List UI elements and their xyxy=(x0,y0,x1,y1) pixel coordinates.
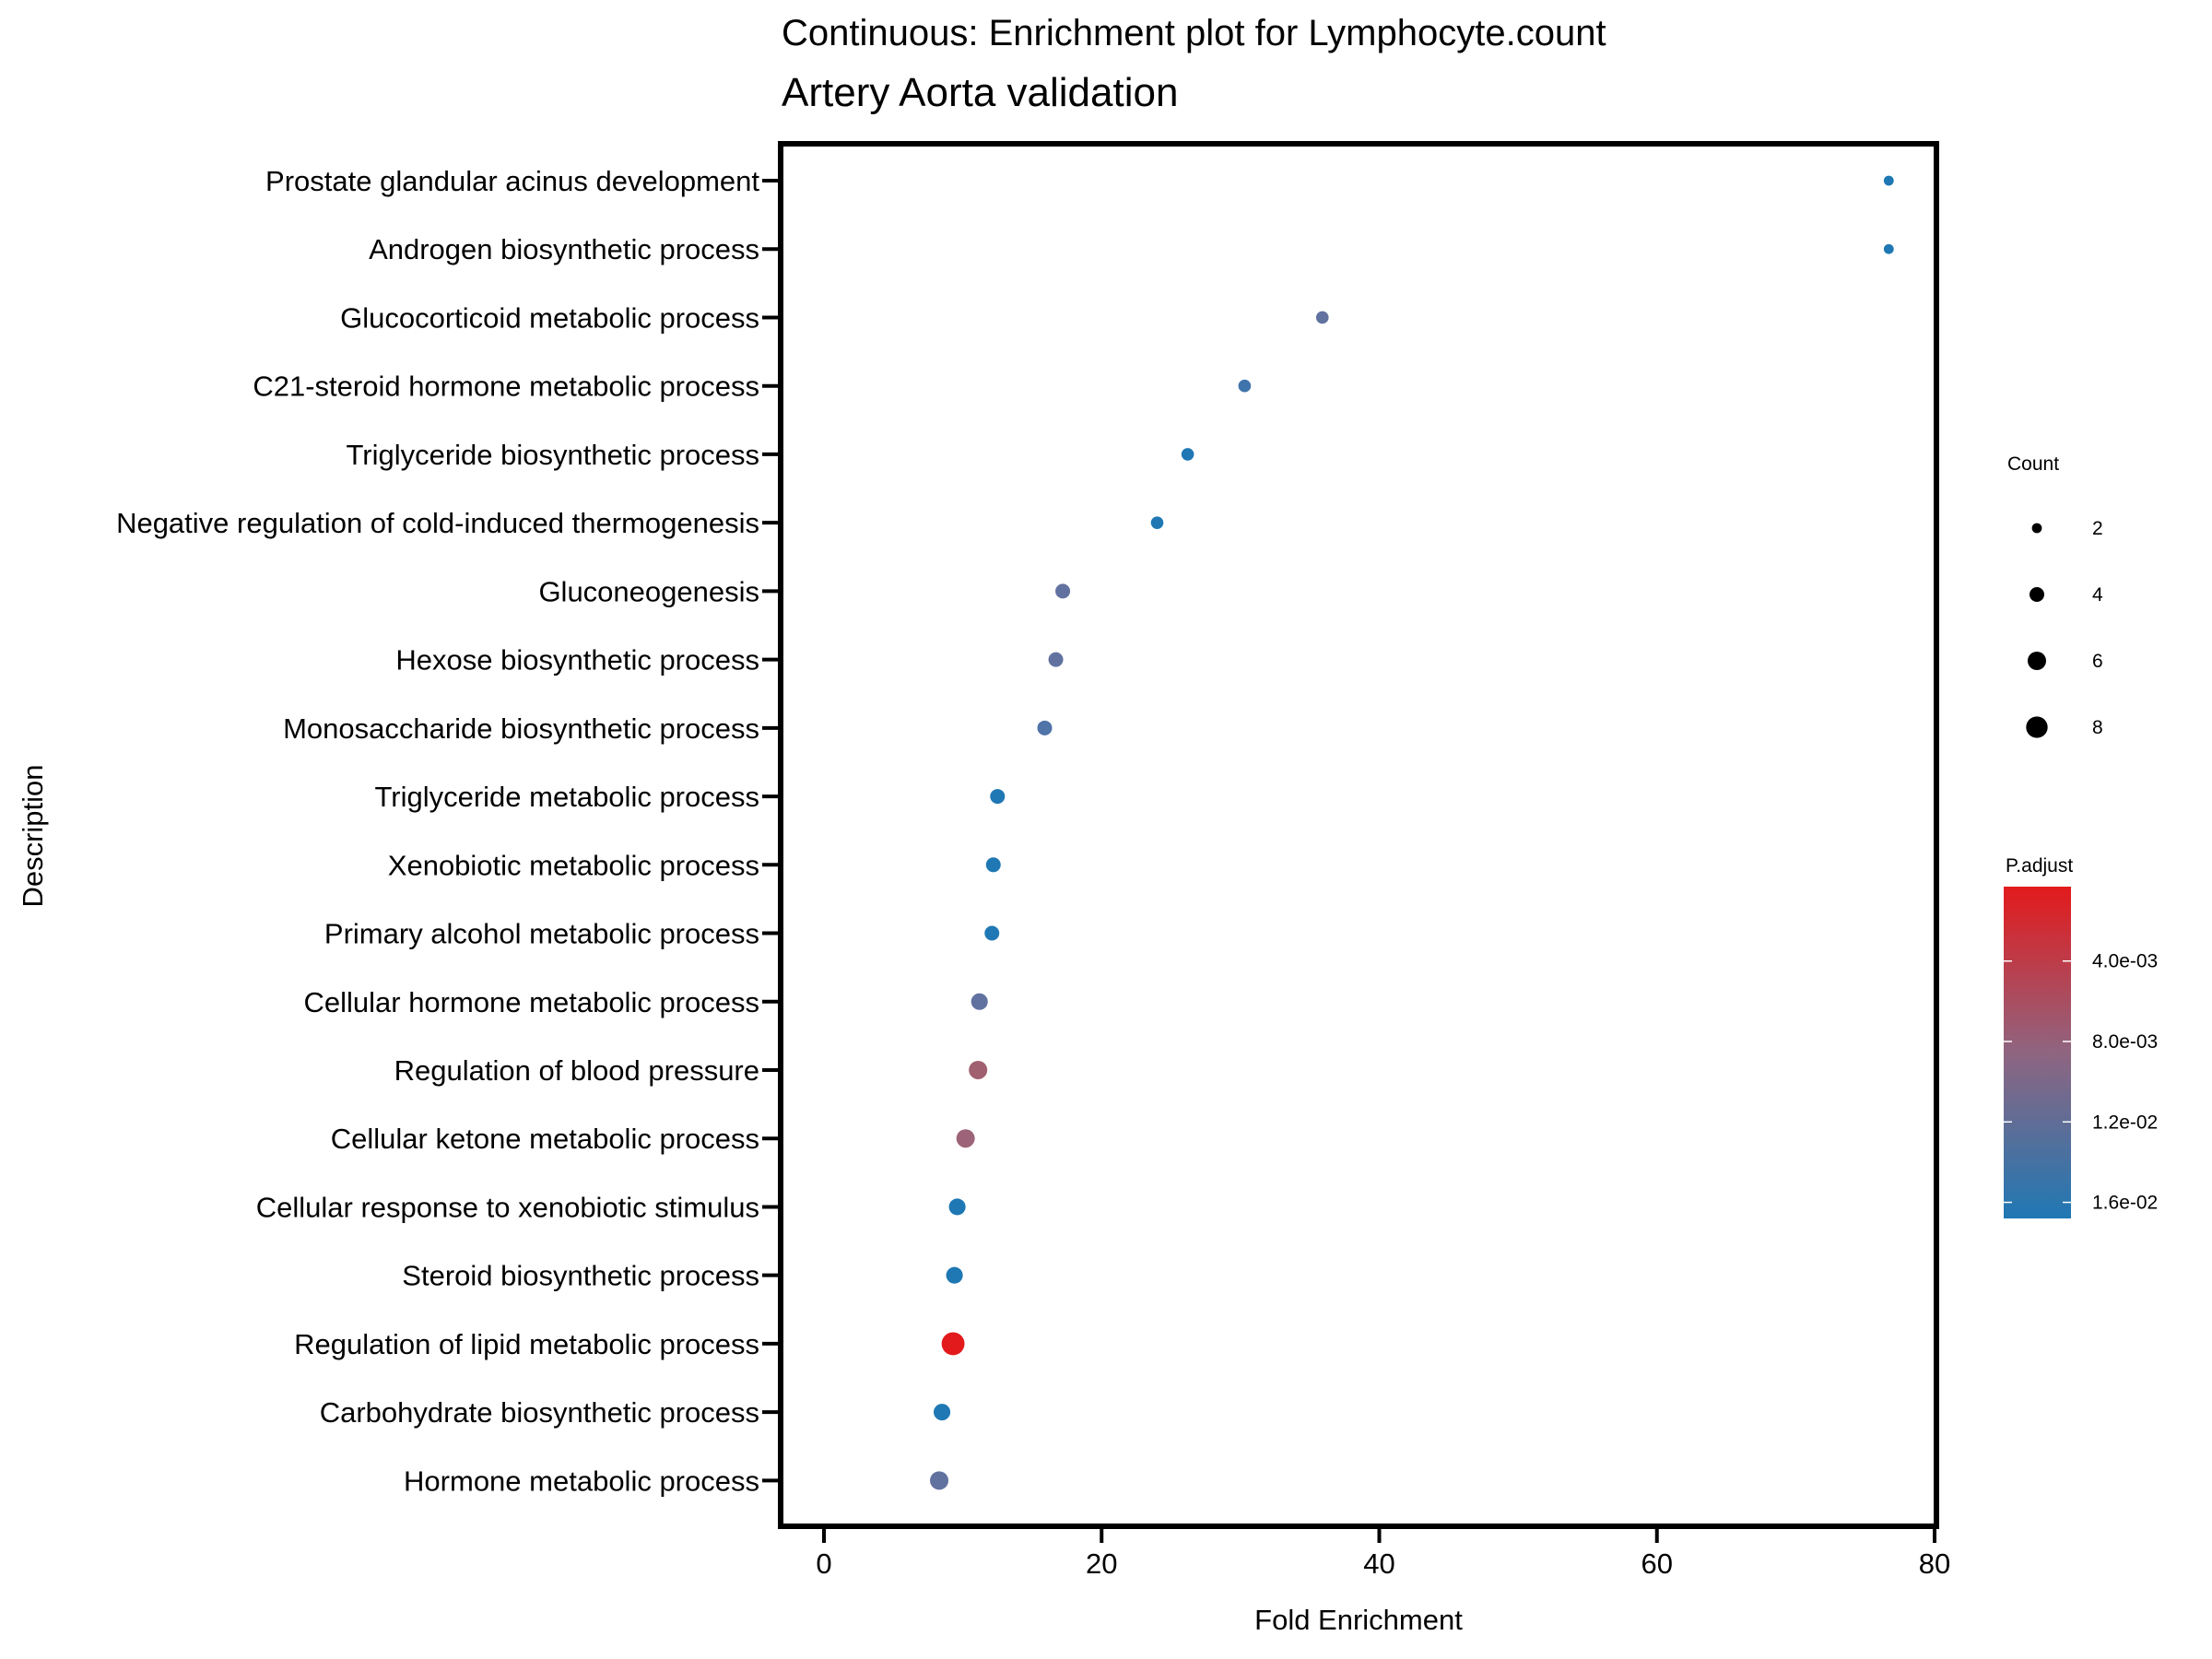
y-tick-label: Negative regulation of cold-induced ther… xyxy=(116,507,759,539)
data-point xyxy=(941,1332,965,1356)
y-tick-label: Hormone metabolic process xyxy=(404,1465,759,1497)
y-tick-label: Steroid biosynthetic process xyxy=(402,1260,759,1292)
y-tick-label: Xenobiotic metabolic process xyxy=(388,849,759,881)
y-tick-label: Cellular ketone metabolic process xyxy=(331,1123,759,1155)
data-point xyxy=(1150,516,1164,529)
data-point xyxy=(933,1404,951,1421)
y-tick-label: Carbohydrate biosynthetic process xyxy=(320,1396,759,1429)
y-tick-label: Cellular hormone metabolic process xyxy=(303,986,759,1018)
data-point xyxy=(1181,448,1194,461)
p-adjust-colorbar xyxy=(2004,887,2071,1218)
colorbar-tick-label: 4.0e-03 xyxy=(2092,951,2158,972)
plot-panel xyxy=(778,141,1939,1529)
y-axis: Prostate glandular acinus development And… xyxy=(116,165,779,1497)
y-tick-label: Androgen biosynthetic process xyxy=(369,233,759,265)
x-axis: 0 20 40 60 80 xyxy=(816,1529,1950,1580)
y-tick-label: Cellular response to xenobiotic stimulus xyxy=(256,1191,759,1223)
data-point xyxy=(1238,379,1252,393)
data-point xyxy=(990,789,1006,805)
p-adjust-legend: P.adjust 4.0e-03 8.0e-03 1.2e-02 1.6e-02 xyxy=(2004,855,2158,1218)
x-tick-label: 20 xyxy=(1086,1547,1117,1580)
y-tick-label: Hexose biosynthetic process xyxy=(395,644,759,677)
count-legend-dot xyxy=(2030,587,2044,602)
data-point xyxy=(948,1198,966,1216)
data-point xyxy=(946,1266,963,1284)
data-point xyxy=(969,1060,988,1079)
colorbar-tick-label: 1.2e-02 xyxy=(2092,1112,2158,1133)
data-point xyxy=(1037,720,1053,735)
y-tick-label: Triglyceride metabolic process xyxy=(374,781,759,813)
count-legend-dot xyxy=(2027,651,2047,671)
y-tick-label: Regulation of blood pressure xyxy=(394,1054,759,1087)
data-point xyxy=(930,1471,949,1490)
count-legend-dot xyxy=(2031,523,2042,534)
y-tick-label: C21-steroid hormone metabolic process xyxy=(253,371,759,403)
colorbar-tick-label: 8.0e-03 xyxy=(2092,1031,2158,1053)
x-axis-title: Fold Enrichment xyxy=(1254,1604,1463,1636)
data-point xyxy=(985,857,1001,873)
count-legend-label: 2 xyxy=(2092,518,2103,539)
y-tick-label: Glucocorticoid metabolic process xyxy=(340,301,759,334)
data-point xyxy=(956,1129,975,1148)
data-point xyxy=(1883,175,1894,186)
count-legend: Count 2 4 6 8 xyxy=(2007,453,2103,738)
count-legend-label: 6 xyxy=(2092,651,2103,672)
x-tick-label: 80 xyxy=(1919,1547,1950,1580)
chart-subtitle: Artery Aorta validation xyxy=(782,70,1178,115)
count-legend-label: 4 xyxy=(2092,584,2103,606)
y-tick-label: Primary alcohol metabolic process xyxy=(324,918,759,950)
y-tick-label: Prostate glandular acinus development xyxy=(265,165,759,197)
y-tick-label: Triglyceride biosynthetic process xyxy=(346,439,759,471)
y-tick-label: Regulation of lipid metabolic process xyxy=(294,1328,759,1360)
data-point xyxy=(984,925,1000,941)
data-point xyxy=(971,993,988,1010)
data-points xyxy=(930,175,1894,1490)
y-axis-title: Description xyxy=(17,764,49,907)
count-legend-dot xyxy=(2026,716,2048,738)
x-tick-label: 60 xyxy=(1641,1547,1673,1580)
y-tick-label: Gluconeogenesis xyxy=(538,575,759,607)
p-adjust-legend-title: P.adjust xyxy=(2006,855,2073,877)
colorbar-tick-label: 1.6e-02 xyxy=(2092,1193,2158,1214)
data-point xyxy=(1048,652,1064,667)
data-point xyxy=(1055,583,1071,599)
chart-title: Continuous: Enrichment plot for Lymphocy… xyxy=(782,13,1606,53)
x-tick-label: 0 xyxy=(816,1547,831,1580)
data-point xyxy=(1883,243,1894,254)
count-legend-title: Count xyxy=(2007,453,2059,475)
count-legend-label: 8 xyxy=(2092,717,2103,738)
data-point xyxy=(1315,311,1329,324)
y-tick-label: Monosaccharide biosynthetic process xyxy=(283,712,759,745)
x-tick-label: 40 xyxy=(1363,1547,1394,1580)
